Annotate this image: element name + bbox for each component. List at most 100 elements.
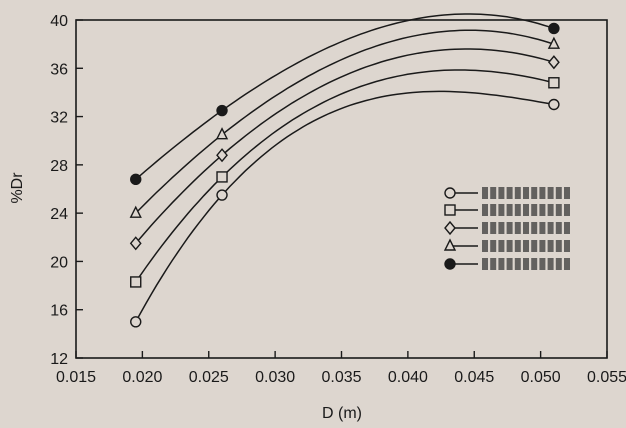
legend-label-glyph <box>539 222 546 234</box>
legend-label-glyph <box>523 222 529 234</box>
legend-label-glyph <box>482 187 488 199</box>
data-point <box>547 36 561 49</box>
legend-label-glyph <box>531 187 538 199</box>
legend-label-glyph <box>539 258 546 270</box>
legend-label-glyph <box>506 204 513 216</box>
legend-marker <box>444 204 456 216</box>
x-tick-label: 0.050 <box>521 369 561 386</box>
x-tick-label: 0.045 <box>454 369 494 386</box>
x-axis-title: D (m) <box>322 405 362 422</box>
y-axis: 12 16 20 24 28 32 36 40 <box>50 13 83 368</box>
x-axis: 0.015 0.020 0.025 0.030 0.035 0.040 0.045 0.050… <box>56 351 626 386</box>
legend-label-glyph <box>523 258 529 270</box>
series-5 <box>130 13 560 186</box>
legend-entry-3 <box>444 220 570 236</box>
y-tick-label: 20 <box>50 254 68 271</box>
y-tick-label: 40 <box>50 13 68 30</box>
legend-label-glyph <box>490 204 497 216</box>
legend-label-glyph <box>539 240 546 252</box>
legend-label-glyph <box>514 187 521 199</box>
legend-label-glyph <box>506 187 513 199</box>
x-tick-label: 0.015 <box>56 369 96 386</box>
legend-label-glyph <box>482 222 488 234</box>
series-line <box>135 48 555 244</box>
data-point <box>215 127 229 140</box>
y-tick-label: 16 <box>50 303 68 320</box>
legend-label-glyph <box>555 240 562 252</box>
data-point <box>547 55 560 70</box>
legend-entry-5 <box>444 258 570 270</box>
legend-label-glyph <box>506 240 513 252</box>
legend-label-glyph <box>547 222 554 234</box>
legend-label-glyph <box>531 240 538 252</box>
legend-label-glyph <box>523 240 529 252</box>
legend-label-glyph <box>498 240 505 252</box>
legend-label-glyph <box>498 258 505 270</box>
legend-label-glyph <box>564 187 570 199</box>
legend-label-glyph <box>482 258 488 270</box>
legend-label-glyph <box>555 222 562 234</box>
y-axis-title: %Dr <box>9 172 26 204</box>
series-line <box>135 90 555 323</box>
x-tick-label: 0.035 <box>321 369 361 386</box>
series-line <box>135 13 555 180</box>
legend-label-glyph <box>564 204 570 216</box>
legend <box>443 187 570 270</box>
legend-label-glyph <box>490 222 497 234</box>
legend-label-glyph <box>531 258 538 270</box>
y-tick-label: 12 <box>50 351 68 368</box>
data-point <box>129 236 142 251</box>
y-tick-label: 36 <box>50 61 68 78</box>
legend-label-glyph <box>555 258 562 270</box>
legend-label-glyph <box>539 204 546 216</box>
data-point <box>129 205 142 218</box>
data-point <box>548 22 560 35</box>
x-tick-label: 0.040 <box>388 369 428 386</box>
legend-label-glyph <box>547 258 554 270</box>
series-4 <box>129 29 561 218</box>
legend-label-glyph <box>498 222 505 234</box>
data-point <box>216 148 228 163</box>
legend-label-glyph <box>514 222 521 234</box>
data-point <box>216 189 228 201</box>
legend-entry-4 <box>443 238 570 252</box>
data-point <box>130 173 142 186</box>
data-point <box>548 98 560 111</box>
legend-label-glyph <box>490 187 497 199</box>
legend-label-glyph <box>555 204 562 216</box>
legend-label-glyph <box>539 187 546 199</box>
legend-label-glyph <box>564 222 570 234</box>
series-line <box>135 29 555 214</box>
series-1 <box>130 90 560 328</box>
y-tick-label: 32 <box>50 110 68 127</box>
legend-marker <box>444 187 456 199</box>
data-point <box>216 104 228 117</box>
legend-label-glyph <box>555 187 562 199</box>
legend-label-glyph <box>482 204 488 216</box>
data-point <box>130 316 142 328</box>
legend-label-glyph <box>498 187 505 199</box>
data-point <box>548 77 560 89</box>
legend-label-glyph <box>482 240 488 252</box>
x-tick-label: 0.055 <box>587 369 626 386</box>
series-2 <box>130 69 560 288</box>
legend-label-glyph <box>523 187 529 199</box>
legend-entry-2 <box>444 204 570 216</box>
legend-label-glyph <box>514 204 521 216</box>
legend-label-glyph <box>490 258 497 270</box>
legend-label-glyph <box>506 258 513 270</box>
y-tick-label: 24 <box>50 206 68 223</box>
series-3 <box>129 48 560 251</box>
series-layer <box>129 13 561 328</box>
legend-label-glyph <box>498 204 505 216</box>
legend-label-glyph <box>514 240 521 252</box>
data-point <box>130 276 142 288</box>
data-point <box>216 171 228 183</box>
legend-label-glyph <box>547 204 554 216</box>
legend-label-glyph <box>506 222 513 234</box>
legend-marker <box>444 258 456 270</box>
legend-label-glyph <box>531 222 538 234</box>
legend-label-glyph <box>531 204 538 216</box>
legend-label-glyph <box>547 240 554 252</box>
